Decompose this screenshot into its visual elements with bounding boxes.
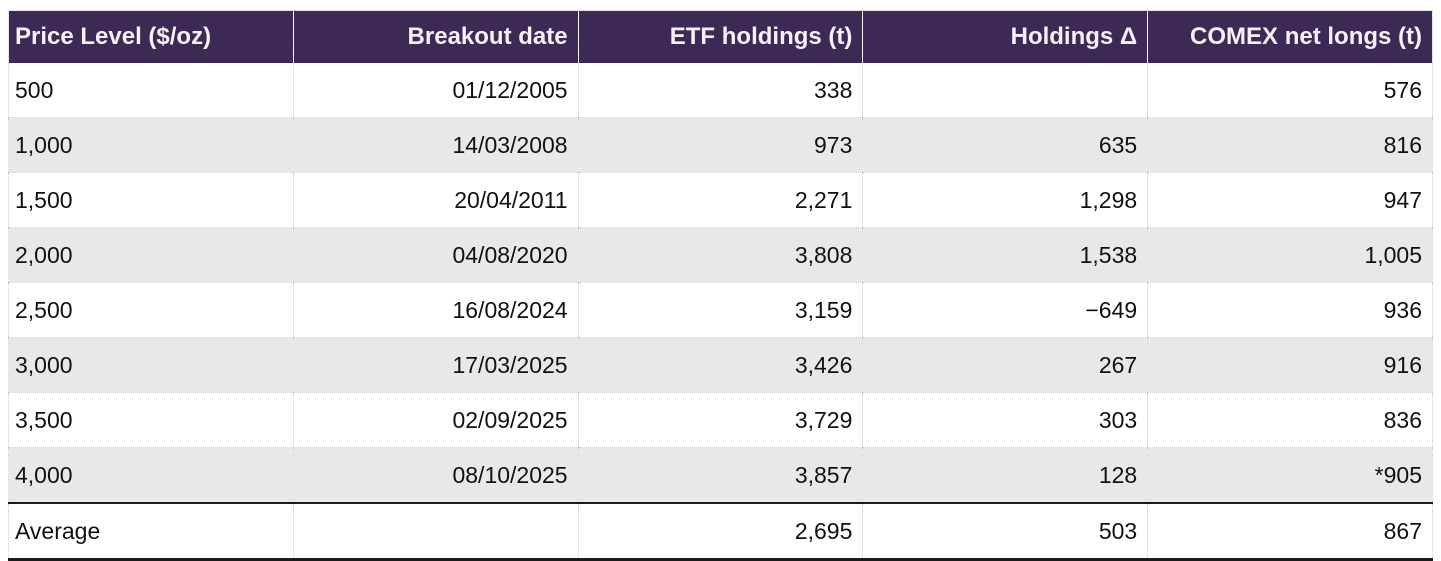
cell-price-level: 1,000 [8,117,294,173]
column-header-comex-net-longs: COMEX net longs (t) [1147,10,1433,63]
cell-comex-net-longs: 576 [1147,63,1433,118]
cell-comex-net-longs: 836 [1147,392,1433,448]
cell-summary-comex-net-longs: 867 [1147,502,1433,561]
cell-price-level: 4,000 [8,447,294,504]
cell-holdings-delta: 1,298 [862,172,1148,228]
cell-summary-breakout-date [292,502,579,561]
cell-etf-holdings: 3,857 [577,447,863,504]
cell-breakout-date: 04/08/2020 [292,227,579,283]
cell-breakout-date: 14/03/2008 [292,117,579,173]
column-header-etf-holdings: ETF holdings (t) [577,10,863,63]
column-header-holdings-delta: Holdings Δ [862,10,1148,63]
cell-comex-net-longs: 936 [1147,282,1433,338]
cell-summary-holdings-delta: 503 [862,502,1148,561]
cell-holdings-delta: 128 [862,447,1148,504]
table-row: 1,000 14/03/2008 973 635 816 [8,117,1433,173]
cell-price-level: 2,500 [8,282,294,338]
cell-comex-net-longs: 1,005 [1147,227,1433,283]
cell-price-level: 1,500 [8,172,294,228]
cell-holdings-delta: 635 [862,117,1148,173]
cell-comex-net-longs: 916 [1147,337,1433,393]
cell-price-level: 2,000 [8,227,294,283]
column-header-breakout-date: Breakout date [292,10,579,63]
cell-holdings-delta: −649 [862,282,1148,338]
table-body: 500 01/12/2005 338 576 1,000 14/03/2008 … [8,63,1433,561]
gold-breakout-table: Price Level ($/oz) Breakout date ETF hol… [8,10,1433,561]
table-row: 4,000 08/10/2025 3,857 128 *905 [8,447,1433,504]
cell-breakout-date: 17/03/2025 [292,337,579,393]
table-row: 1,500 20/04/2011 2,271 1,298 947 [8,172,1433,228]
summary-row-average: Average 2,695 503 867 [8,502,1433,561]
cell-comex-net-longs: 816 [1147,117,1433,173]
cell-summary-label: Average [8,502,294,561]
table-row: 500 01/12/2005 338 576 [8,63,1433,118]
cell-etf-holdings: 2,271 [577,172,863,228]
table-row: 3,500 02/09/2025 3,729 303 836 [8,392,1433,448]
table-row: 2,000 04/08/2020 3,808 1,538 1,005 [8,227,1433,283]
header-row: Price Level ($/oz) Breakout date ETF hol… [8,10,1433,63]
cell-breakout-date: 02/09/2025 [292,392,579,448]
cell-holdings-delta: 1,538 [862,227,1148,283]
cell-etf-holdings: 3,729 [577,392,863,448]
cell-breakout-date: 01/12/2005 [292,63,579,118]
cell-breakout-date: 08/10/2025 [292,447,579,504]
cell-holdings-delta: 303 [862,392,1148,448]
cell-holdings-delta [862,63,1148,118]
cell-etf-holdings: 3,426 [577,337,863,393]
cell-price-level: 500 [8,63,294,118]
cell-etf-holdings: 973 [577,117,863,173]
cell-price-level: 3,500 [8,392,294,448]
cell-etf-holdings: 3,808 [577,227,863,283]
table-row: 2,500 16/08/2024 3,159 −649 936 [8,282,1433,338]
cell-summary-etf-holdings: 2,695 [577,502,863,561]
cell-breakout-date: 16/08/2024 [292,282,579,338]
cell-breakout-date: 20/04/2011 [292,172,579,228]
cell-price-level: 3,000 [8,337,294,393]
cell-holdings-delta: 267 [862,337,1148,393]
column-header-price-level: Price Level ($/oz) [8,10,294,63]
cell-comex-net-longs: *905 [1147,447,1433,504]
table-header: Price Level ($/oz) Breakout date ETF hol… [8,10,1433,63]
cell-etf-holdings: 338 [577,63,863,118]
cell-comex-net-longs: 947 [1147,172,1433,228]
cell-etf-holdings: 3,159 [577,282,863,338]
table-row: 3,000 17/03/2025 3,426 267 916 [8,337,1433,393]
